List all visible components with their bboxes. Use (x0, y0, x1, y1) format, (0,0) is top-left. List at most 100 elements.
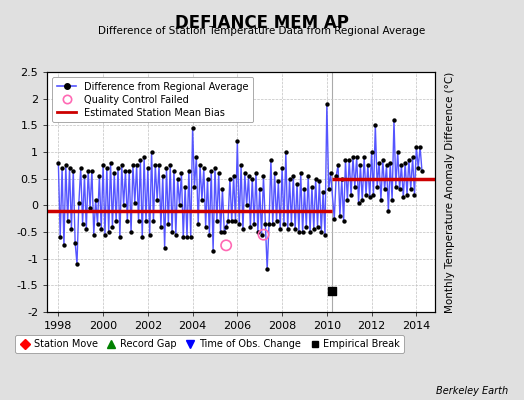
Point (226, 176, 234, 182)
Point (315, 178, 324, 184)
Point (190, 184, 199, 190)
Point (341, 157, 350, 163)
Point (353, 154, 361, 160)
Point (243, 202, 251, 208)
Point (358, 197, 366, 203)
Point (343, 197, 352, 203)
Point (177, 170, 185, 176)
Point (399, 194, 408, 200)
Point (379, 157, 387, 163)
Point (66, 165, 74, 171)
Point (263, 266, 271, 272)
Point (364, 162, 372, 168)
Point (388, 197, 396, 203)
Point (317, 229, 325, 235)
Point (287, 221, 296, 227)
Point (360, 154, 368, 160)
Point (79, 221, 87, 227)
Point (345, 157, 353, 163)
Point (159, 173, 167, 179)
Point (56, 234, 64, 240)
Point (116, 234, 124, 240)
Point (207, 168, 215, 174)
Point (293, 181, 301, 187)
Point (272, 218, 281, 224)
Point (259, 173, 268, 179)
Point (203, 176, 212, 182)
Point (244, 173, 253, 179)
Point (330, 216, 339, 222)
Point (310, 226, 318, 232)
Point (160, 245, 169, 251)
Point (88, 168, 96, 174)
Point (311, 176, 320, 182)
Point (250, 221, 258, 227)
Point (146, 232, 154, 238)
Point (289, 173, 298, 179)
Point (170, 168, 178, 174)
Point (108, 224, 117, 230)
Point (84, 168, 92, 174)
Point (187, 234, 195, 240)
Point (129, 162, 137, 168)
Point (117, 162, 126, 168)
Point (369, 192, 378, 198)
Point (168, 229, 176, 235)
Point (189, 125, 197, 131)
Legend: Difference from Regional Average, Quality Control Failed, Estimated Station Mean: Difference from Regional Average, Qualit… (52, 77, 254, 122)
Point (332, 173, 341, 179)
Point (321, 232, 329, 238)
Point (294, 229, 303, 235)
Point (340, 218, 348, 224)
Point (286, 176, 294, 182)
Text: DEFIANCE MEM AP: DEFIANCE MEM AP (175, 14, 349, 32)
Point (205, 232, 214, 238)
Point (324, 186, 333, 192)
Point (214, 170, 223, 176)
Point (267, 157, 275, 163)
Point (71, 240, 79, 246)
Point (254, 229, 262, 235)
Point (351, 184, 359, 190)
Point (297, 170, 305, 176)
Point (349, 154, 357, 160)
Y-axis label: Monthly Temperature Anomaly Difference (°C): Monthly Temperature Anomaly Difference (… (445, 71, 455, 313)
Text: Berkeley Earth: Berkeley Earth (436, 386, 508, 396)
Point (328, 288, 336, 294)
Point (147, 149, 156, 155)
Point (367, 149, 376, 155)
Point (196, 162, 204, 168)
Point (257, 232, 266, 238)
Point (142, 218, 150, 224)
Point (218, 186, 226, 192)
Point (130, 200, 139, 206)
Point (155, 162, 163, 168)
Point (396, 186, 404, 192)
Point (114, 165, 122, 171)
Point (151, 162, 159, 168)
Point (248, 176, 256, 182)
Point (362, 192, 370, 198)
Point (103, 165, 111, 171)
Point (371, 122, 379, 128)
Point (149, 218, 158, 224)
Point (231, 218, 239, 224)
Point (184, 168, 193, 174)
Point (246, 224, 255, 230)
Point (237, 162, 245, 168)
Point (172, 232, 180, 238)
Point (220, 229, 228, 235)
Point (157, 224, 165, 230)
Point (119, 202, 128, 208)
Point (162, 165, 171, 171)
Point (278, 165, 286, 171)
Point (300, 186, 309, 192)
Point (302, 224, 311, 230)
Point (408, 154, 417, 160)
Point (394, 149, 402, 155)
Point (416, 144, 424, 150)
Point (121, 168, 129, 174)
Point (241, 170, 249, 176)
Point (269, 221, 277, 227)
Point (92, 197, 100, 203)
